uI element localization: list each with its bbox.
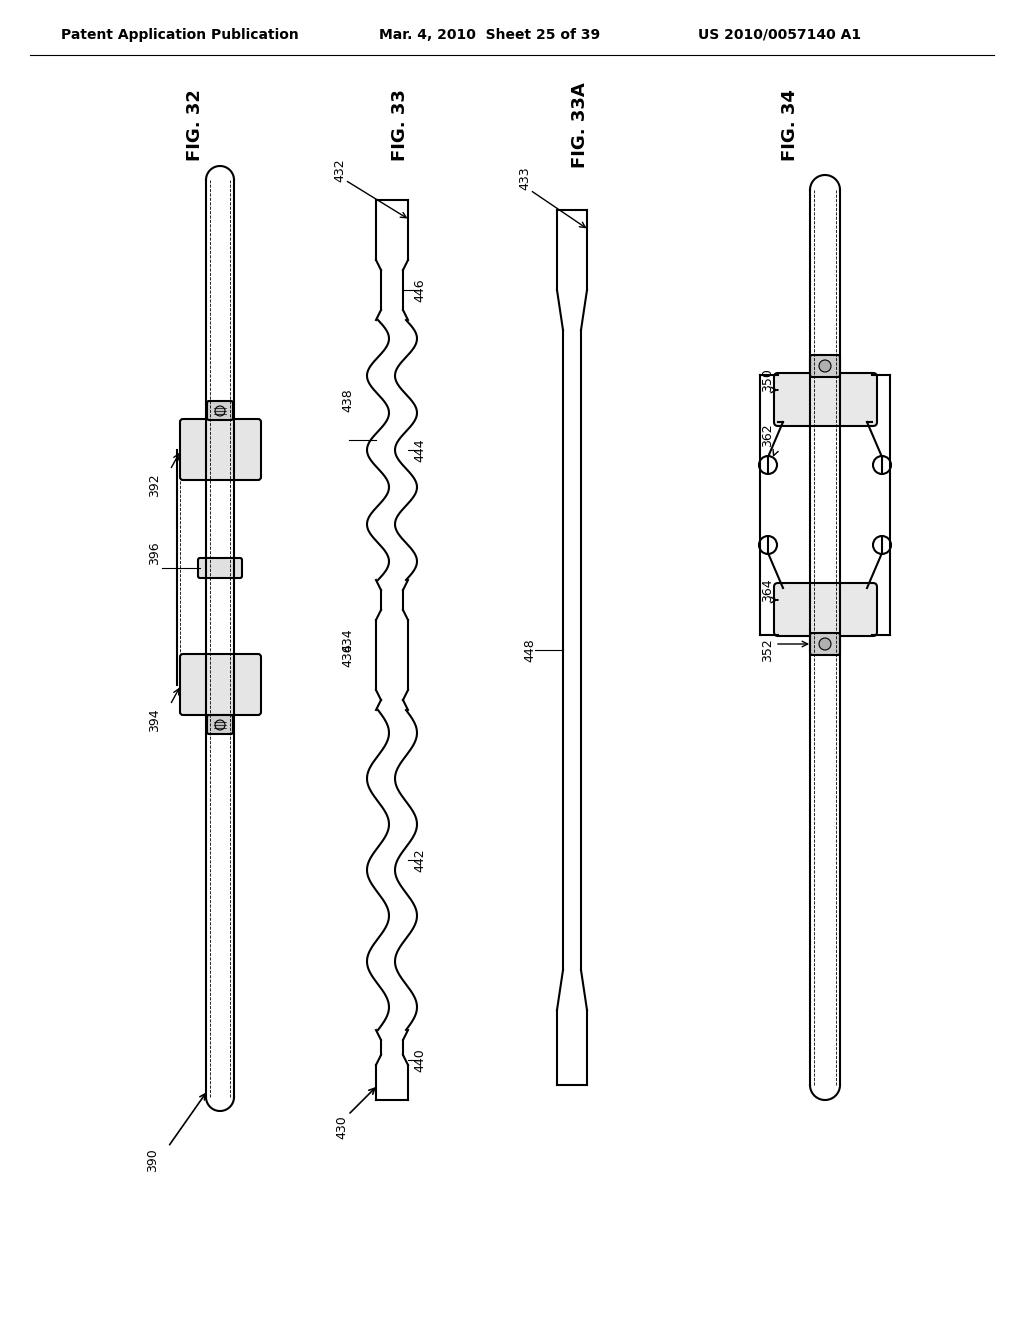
- FancyBboxPatch shape: [774, 374, 877, 426]
- FancyBboxPatch shape: [810, 355, 840, 378]
- Circle shape: [215, 407, 225, 416]
- Text: Mar. 4, 2010  Sheet 25 of 39: Mar. 4, 2010 Sheet 25 of 39: [380, 28, 600, 42]
- Text: 364: 364: [762, 578, 774, 602]
- Text: 352: 352: [762, 638, 774, 661]
- Circle shape: [215, 719, 225, 730]
- Text: 434: 434: [341, 628, 354, 652]
- Circle shape: [819, 360, 831, 372]
- Text: 392: 392: [148, 473, 162, 496]
- Text: 396: 396: [148, 541, 162, 565]
- Text: 362: 362: [762, 424, 774, 446]
- Text: 436: 436: [341, 643, 354, 667]
- FancyBboxPatch shape: [180, 418, 261, 480]
- Text: 444: 444: [414, 438, 427, 462]
- Text: 446: 446: [414, 279, 427, 302]
- Text: FIG. 34: FIG. 34: [781, 88, 799, 161]
- FancyBboxPatch shape: [207, 401, 233, 420]
- FancyBboxPatch shape: [198, 558, 242, 578]
- Text: 432: 432: [334, 158, 346, 182]
- Text: 430: 430: [336, 1115, 348, 1139]
- Text: Patent Application Publication: Patent Application Publication: [61, 28, 299, 42]
- Text: 394: 394: [148, 709, 162, 731]
- Text: FIG. 33: FIG. 33: [391, 88, 409, 161]
- Text: FIG. 32: FIG. 32: [186, 88, 204, 161]
- Text: US 2010/0057140 A1: US 2010/0057140 A1: [698, 28, 861, 42]
- Text: 350: 350: [762, 368, 774, 392]
- Text: 390: 390: [146, 1148, 160, 1172]
- Text: 440: 440: [414, 1048, 427, 1072]
- FancyBboxPatch shape: [774, 583, 877, 636]
- FancyBboxPatch shape: [810, 634, 840, 655]
- Text: 442: 442: [414, 849, 427, 871]
- FancyBboxPatch shape: [207, 715, 233, 734]
- Text: 448: 448: [523, 638, 537, 661]
- FancyBboxPatch shape: [180, 653, 261, 715]
- Text: 433: 433: [518, 166, 531, 190]
- Text: 438: 438: [341, 388, 354, 412]
- Circle shape: [819, 638, 831, 649]
- Text: FIG. 33A: FIG. 33A: [571, 82, 589, 168]
